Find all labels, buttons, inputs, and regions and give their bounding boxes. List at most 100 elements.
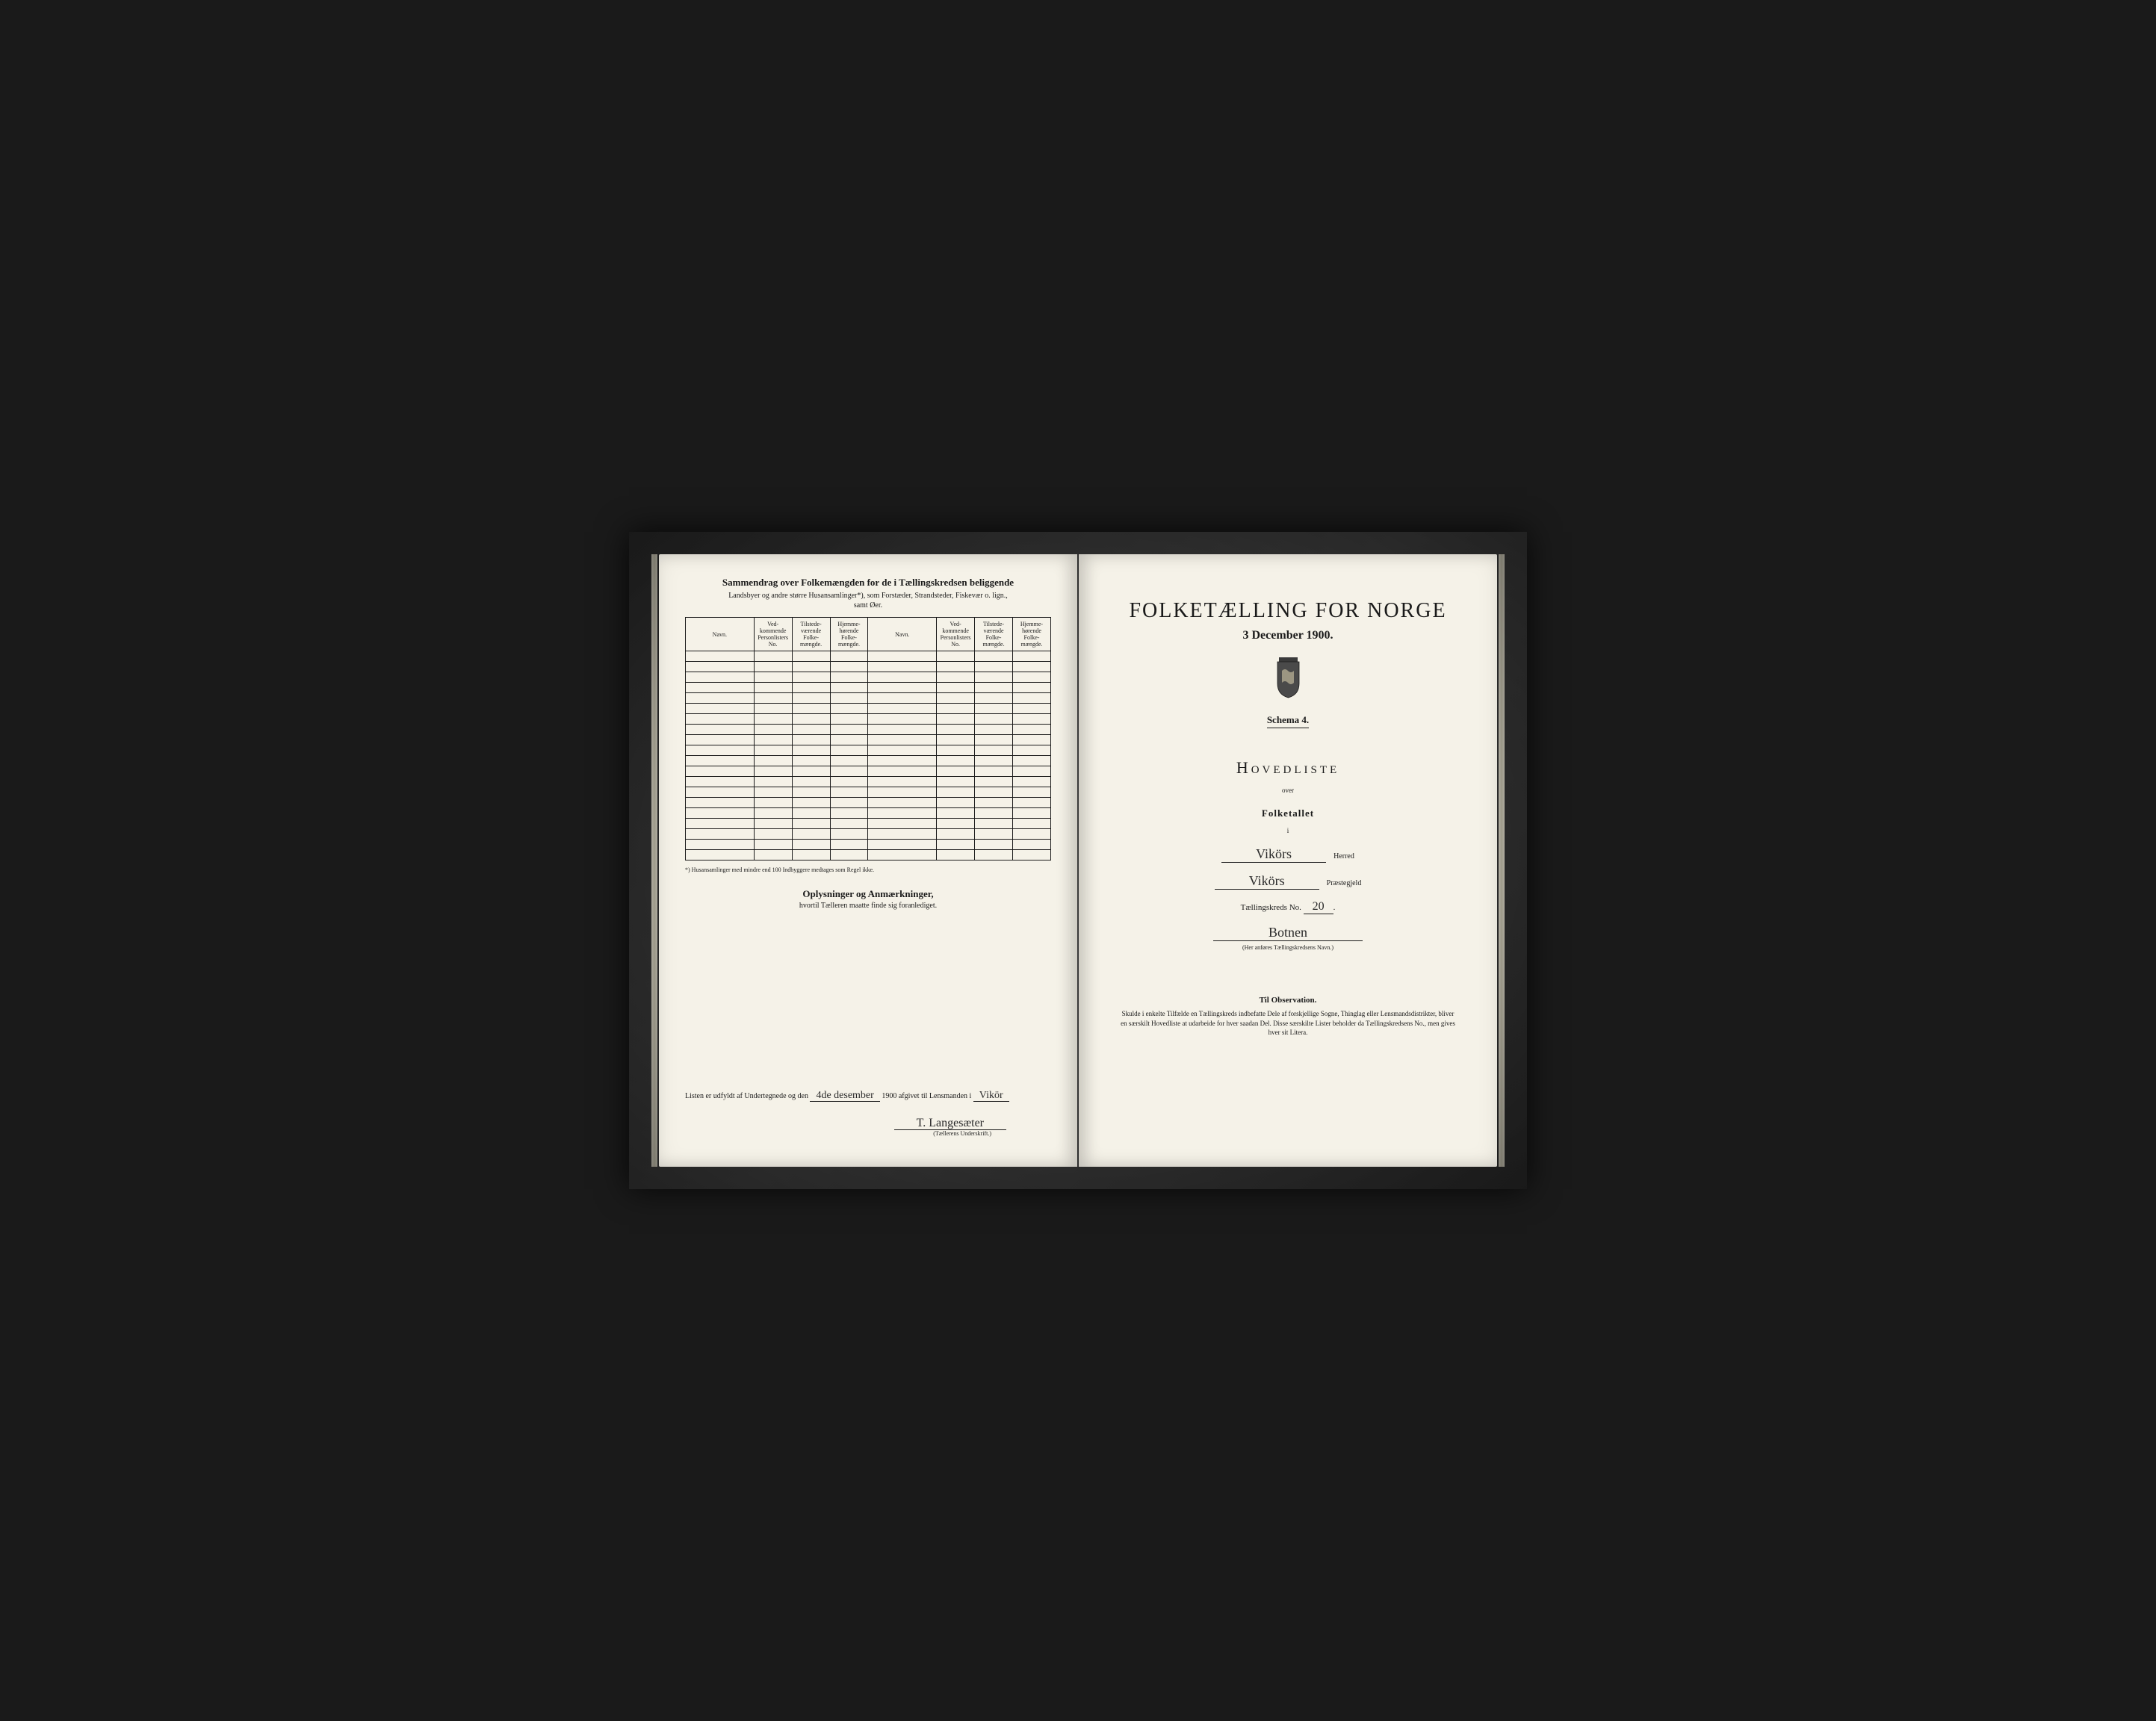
table-cell — [830, 693, 868, 704]
col-hjemme-2: Hjemme-hørende Folke-mængde. — [1012, 618, 1050, 651]
table-cell — [754, 840, 792, 850]
table-cell — [792, 766, 830, 777]
table-row — [686, 662, 1051, 672]
right-page: FOLKETÆLLING FOR NORGE 3 December 1900. … — [1079, 554, 1497, 1167]
table-cell — [686, 704, 755, 714]
table-cell — [830, 819, 868, 829]
left-subtitle-1: Landsbyer og andre større Husansamlinger… — [685, 592, 1051, 600]
table-cell — [868, 672, 937, 683]
table-cell — [868, 819, 937, 829]
table-cell — [686, 819, 755, 829]
table-cell — [830, 808, 868, 819]
table-cell — [686, 777, 755, 787]
i-label: i — [1105, 827, 1471, 834]
table-cell — [792, 850, 830, 860]
table-row — [686, 787, 1051, 798]
table-row — [686, 766, 1051, 777]
table-row — [686, 745, 1051, 756]
sig-mid: afgivet til Lensmanden i — [899, 1092, 971, 1100]
table-row — [686, 840, 1051, 850]
table-cell — [686, 787, 755, 798]
folketallet-label: Folketallet — [1105, 807, 1471, 819]
table-cell — [1012, 756, 1050, 766]
table-cell — [792, 714, 830, 725]
table-cell — [792, 756, 830, 766]
signature-name-row: T. Langesæter — [685, 1117, 1051, 1130]
table-cell — [868, 725, 937, 735]
table-cell — [754, 777, 792, 787]
table-cell — [754, 850, 792, 860]
table-cell — [792, 777, 830, 787]
table-cell — [754, 704, 792, 714]
table-cell — [792, 672, 830, 683]
herred-label: Herred — [1333, 852, 1354, 860]
table-cell — [686, 756, 755, 766]
table-cell — [868, 787, 937, 798]
table-cell — [792, 819, 830, 829]
table-cell — [868, 704, 937, 714]
table-cell — [792, 840, 830, 850]
table-row — [686, 735, 1051, 745]
table-cell — [754, 725, 792, 735]
table-cell — [830, 704, 868, 714]
right-content: FOLKETÆLLING FOR NORGE 3 December 1900. … — [1105, 577, 1471, 1038]
table-cell — [792, 725, 830, 735]
kreds-name: Botnen — [1213, 925, 1363, 941]
table-cell — [792, 704, 830, 714]
table-row — [686, 829, 1051, 840]
table-cell — [830, 662, 868, 672]
table-cell — [754, 662, 792, 672]
kreds-number-row: Tællingskreds No. 20. — [1105, 900, 1471, 914]
table-cell — [1012, 766, 1050, 777]
oplysninger-subtitle: hvortil Tælleren maatte finde sig foranl… — [685, 902, 1051, 910]
signature-area: Listen er udfyldt af Undertegnede og den… — [685, 1090, 1051, 1137]
table-cell — [937, 756, 975, 766]
table-cell — [937, 693, 975, 704]
table-cell — [937, 704, 975, 714]
kreds-prefix: Tællingskreds No. — [1241, 903, 1301, 912]
table-cell — [868, 829, 937, 840]
table-cell — [937, 766, 975, 777]
table-cell — [868, 714, 937, 725]
table-cell — [792, 735, 830, 745]
table-cell — [1012, 735, 1050, 745]
table-cell — [830, 798, 868, 808]
table-row — [686, 777, 1051, 787]
table-cell — [686, 693, 755, 704]
table-cell — [830, 829, 868, 840]
observation-title: Til Observation. — [1105, 996, 1471, 1005]
table-cell — [937, 829, 975, 840]
hovedliste-heading: Hovedliste — [1105, 758, 1471, 778]
table-cell — [1012, 798, 1050, 808]
left-page-title: Sammendrag over Folkemængden for de i Tæ… — [685, 577, 1051, 589]
table-cell — [975, 662, 1013, 672]
table-row — [686, 808, 1051, 819]
table-cell — [686, 766, 755, 777]
table-cell — [975, 787, 1013, 798]
table-row — [686, 683, 1051, 693]
table-row — [686, 704, 1051, 714]
table-cell — [1012, 683, 1050, 693]
table-cell — [975, 714, 1013, 725]
table-cell — [937, 725, 975, 735]
table-cell — [975, 745, 1013, 756]
table-cell — [975, 840, 1013, 850]
signature-label: (Tællerens Underskrift.) — [685, 1130, 1051, 1137]
kreds-number: 20 — [1304, 900, 1333, 914]
table-cell — [754, 787, 792, 798]
left-subtitle-2: samt Øer. — [685, 601, 1051, 610]
table-cell — [975, 829, 1013, 840]
table-cell — [868, 840, 937, 850]
herred-value: Vikörs — [1221, 846, 1326, 863]
table-cell — [1012, 850, 1050, 860]
table-cell — [975, 808, 1013, 819]
table-cell — [1012, 808, 1050, 819]
table-cell — [686, 829, 755, 840]
table-cell — [975, 798, 1013, 808]
table-cell — [1012, 725, 1050, 735]
table-cell — [975, 735, 1013, 745]
table-row — [686, 819, 1051, 829]
table-cell — [686, 672, 755, 683]
table-cell — [1012, 672, 1050, 683]
table-cell — [754, 745, 792, 756]
